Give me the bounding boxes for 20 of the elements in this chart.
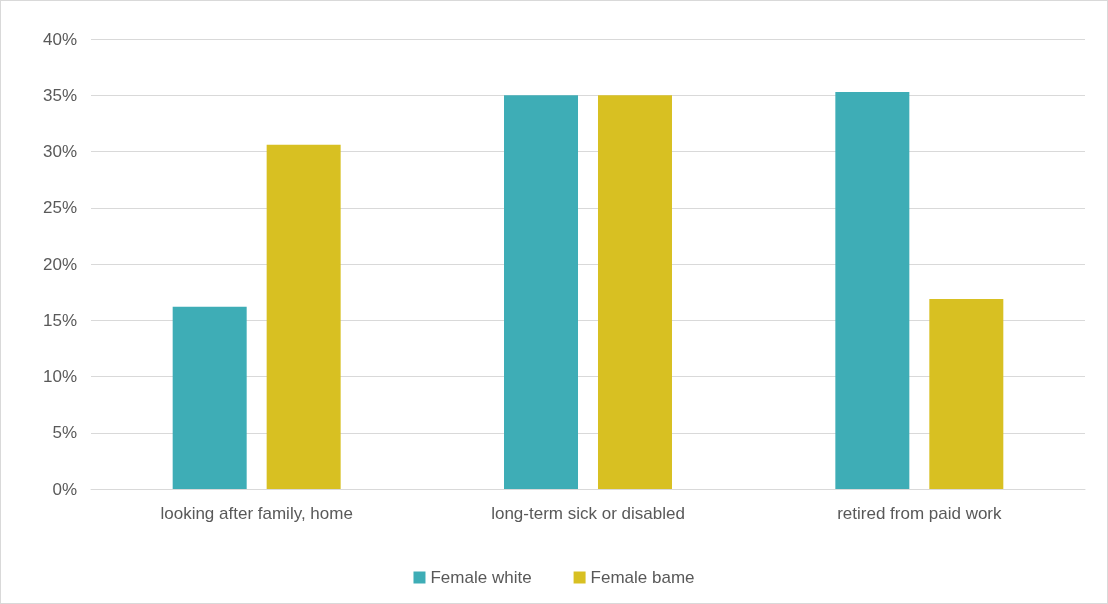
bar [597, 95, 672, 489]
y-tick-label: 40% [42, 29, 77, 49]
y-tick-label: 10% [42, 367, 77, 386]
y-tick-label: 25% [42, 198, 77, 218]
bar [266, 144, 341, 489]
legend-label: Female bame [590, 568, 695, 587]
bar [504, 95, 579, 489]
y-tick-label: 20% [42, 254, 77, 274]
y-tick-label: 15% [42, 310, 77, 330]
bar [929, 298, 1004, 489]
x-tick-label: looking after family, home [160, 504, 353, 523]
y-tick-label: 5% [52, 423, 77, 443]
bar [835, 91, 910, 489]
legend-label: Female white [430, 568, 532, 587]
y-tick-label: 35% [42, 85, 77, 105]
x-tick-label: retired from paid work [837, 504, 1003, 523]
y-tick-label: 30% [42, 142, 77, 161]
bar [172, 306, 247, 489]
y-tick-label: 0% [52, 479, 77, 499]
x-tick-label: long-term sick or disabled [491, 504, 685, 523]
